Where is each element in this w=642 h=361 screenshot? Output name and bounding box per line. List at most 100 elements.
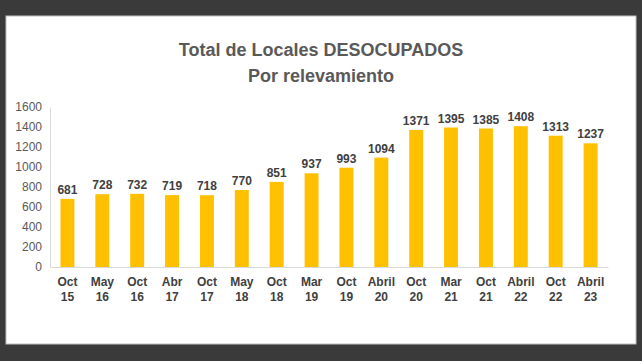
x-tick-label-line: Mar [301,275,323,289]
x-tick-label-line: Abril [368,275,395,289]
bar [339,168,353,267]
x-tick-label-line: 16 [96,290,110,304]
x-tick: Oct15 [57,267,77,304]
x-tick-label-line: Oct [546,275,566,289]
y-tick: 1200 [15,140,50,154]
x-tick-label: Mar19 [301,275,323,304]
chart: 02004006008001000120014001600Oct15May16O… [0,0,642,361]
x-tick-label: Abr17 [162,275,183,304]
subtitle: Por relevamiento [248,66,394,86]
data-label: 732 [127,178,147,192]
y-tick: 600 [22,200,50,214]
y-tick-label: 800 [22,180,42,194]
x-tick: Mar19 [301,267,323,304]
y-axis: 0 200 400 600 800 1000 1200 1400 1600 [15,100,50,274]
x-tick: Abr17 [162,267,183,304]
x-tick-label-line: 21 [479,290,493,304]
x-tick-label-line: 21 [444,290,458,304]
bar [165,195,179,267]
x-tick-label-line: 18 [270,290,284,304]
x-tick: Oct21 [476,267,496,304]
x-tick: Abril23 [577,267,604,304]
x-tick-label-line: 22 [549,290,563,304]
x-tick: May18 [230,267,254,304]
y-axis-line [50,108,51,268]
x-tick-label-line: May [230,275,254,289]
bar [444,128,458,268]
bar [235,190,249,267]
data-label: 719 [162,179,182,193]
x-tick-label-line: 22 [514,290,528,304]
x-tick-label-line: 17 [165,290,179,304]
data-labels: 6817287327197187708519379931094137113951… [57,110,604,197]
plot: 02004006008001000120014001600Oct15May16O… [15,100,608,303]
data-label: 1313 [542,120,569,134]
x-tick: Abril20 [368,267,395,304]
x-tick-label: Oct16 [127,275,147,304]
y-tick-label: 0 [35,260,42,274]
y-tick: 800 [22,180,50,194]
x-tick-label-line: Oct [57,275,77,289]
bar [60,199,74,267]
bar [409,130,423,267]
data-label: 1395 [438,112,465,126]
y-tick: 1400 [15,120,50,134]
x-tick-label: Abril22 [507,275,534,304]
data-label: 1408 [507,110,534,124]
y-tick: 200 [22,240,50,254]
bar [479,129,493,268]
x-tick-label-line: 19 [340,290,354,304]
panel [6,16,636,344]
x-tick: Oct19 [336,267,356,304]
data-label: 770 [232,174,252,188]
bar [130,194,144,267]
x-tick-label-line: Oct [267,275,287,289]
x-tick-label-line: 16 [131,290,145,304]
x-tick-label: Oct15 [57,275,77,304]
data-label: 718 [197,179,217,193]
x-tick-label: Oct17 [197,275,217,304]
x-tick-label: Oct19 [336,275,356,304]
x-tick-label: Oct20 [406,275,426,304]
x-tick-label-line: Abril [577,275,604,289]
bar [270,182,284,267]
x-tick-label: Oct22 [546,275,566,304]
data-label: 937 [302,157,322,171]
y-tick: 400 [22,220,50,234]
x-tick-label-line: 23 [584,290,598,304]
x-tick-label-line: Oct [336,275,356,289]
x-tick: Oct16 [127,267,147,304]
x-tick: Oct17 [197,267,217,304]
x-tick-label: May18 [230,275,254,304]
x-axis: Oct15May16Oct16Abr17Oct17May18Oct18Mar19… [51,267,609,304]
y-tick: 0 [35,260,50,274]
x-tick-label: Abril23 [577,275,604,304]
x-tick-label-line: Oct [127,275,147,289]
x-tick-label-line: Oct [476,275,496,289]
bars [60,126,597,267]
y-tick-label: 1000 [15,160,42,174]
data-label: 1385 [473,113,500,127]
bar [305,173,319,267]
data-label: 1237 [577,127,604,141]
y-tick-label: 1600 [15,100,42,114]
bar [95,194,109,267]
x-tick-label: May16 [91,275,115,304]
x-tick-label: Oct21 [476,275,496,304]
y-tick-label: 1200 [15,140,42,154]
x-tick-label-line: May [91,275,115,289]
x-tick-label-line: 19 [305,290,319,304]
y-tick: 1000 [15,160,50,174]
bar [584,143,598,267]
x-tick: May16 [91,267,115,304]
data-label: 851 [267,166,287,180]
x-tick: Mar21 [440,267,462,304]
x-tick-label: Abril20 [368,275,395,304]
x-tick-label-line: Abril [507,275,534,289]
y-tick-label: 600 [22,200,42,214]
data-label: 1371 [403,114,430,128]
x-tick-label-line: 20 [410,290,424,304]
bar [200,195,214,267]
y-tick-label: 400 [22,220,42,234]
data-label: 1094 [368,142,395,156]
